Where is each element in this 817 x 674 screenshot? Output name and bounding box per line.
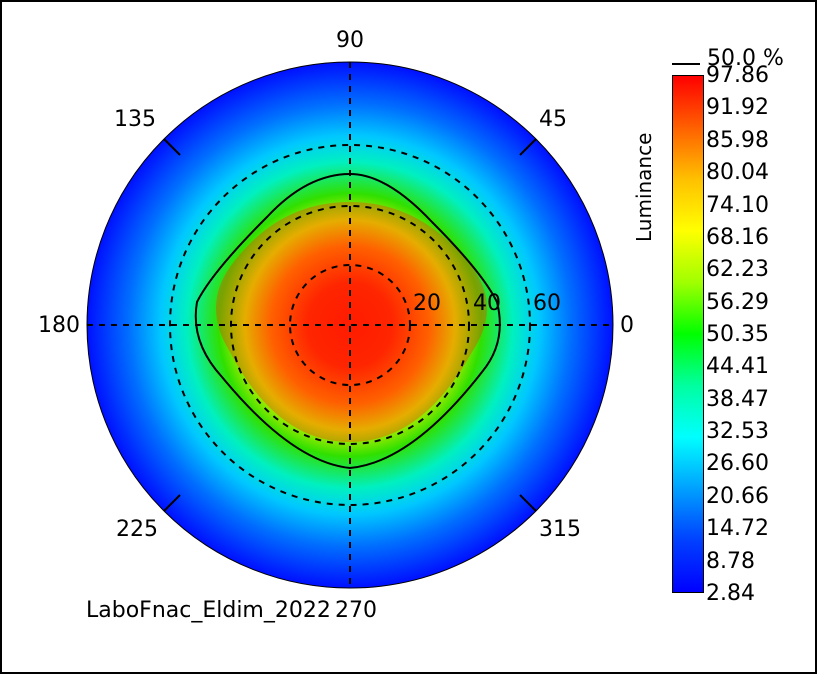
colorbar-tick-label: 50.35 <box>706 322 769 347</box>
contour-legend-line <box>672 63 700 65</box>
colorbar-tick-label: 8.78 <box>706 548 755 574</box>
angle-label-270: 270 <box>335 598 377 623</box>
angle-label-135: 135 <box>114 107 156 132</box>
colorbar-tick-label: 62.23 <box>706 257 769 283</box>
colorbar-tick-label: 26.60 <box>706 451 769 477</box>
contour-50pct <box>194 172 501 470</box>
grid-ring-60 <box>169 144 531 506</box>
angle-label-0: 0 <box>620 313 634 338</box>
colorbar-tick-label: 80.04 <box>706 160 769 186</box>
colorbar-tick-label: 44.41 <box>706 354 769 380</box>
hot-zone <box>216 202 487 442</box>
tick-45 <box>519 138 537 156</box>
colorbar-tick-label: 2.84 <box>706 581 755 606</box>
grid-ring-20 <box>289 264 411 386</box>
colorbar-label: Luminance <box>632 132 656 242</box>
colorbar-tick-label: 74.10 <box>706 192 769 218</box>
tick-225 <box>163 494 181 512</box>
colorbar-tick-label: 68.16 <box>706 224 769 250</box>
angle-label-225: 225 <box>116 517 158 542</box>
footer-caption: LaboFnac_Eldim_2022 <box>86 598 331 623</box>
tick-315 <box>519 494 537 512</box>
colorbar-tick-label: 20.66 <box>706 483 769 509</box>
colorbar-tick-label: 56.29 <box>706 289 769 315</box>
colorbar-tick-label: 97.86 <box>706 63 769 88</box>
colorbar-tick-label: 91.92 <box>706 95 769 121</box>
luminance-disc <box>87 62 613 588</box>
angle-label-90: 90 <box>336 28 364 53</box>
tick-135 <box>163 138 181 156</box>
contour-legend-label: 50.0 % <box>707 46 784 71</box>
colorbar-tick-label: 14.72 <box>706 516 769 542</box>
colorbar-tick-label: 85.98 <box>706 127 769 153</box>
colorbar-tick-label: 32.53 <box>706 419 769 445</box>
radial-tick-60: 60 <box>533 291 561 316</box>
disc-outline <box>86 61 614 589</box>
colorbar <box>672 75 704 593</box>
colorbar-tick-label: 38.47 <box>706 386 769 412</box>
angle-label-315: 315 <box>539 517 581 542</box>
radial-tick-40: 40 <box>473 291 501 316</box>
radial-tick-20: 20 <box>413 291 441 316</box>
angle-label-45: 45 <box>539 107 567 132</box>
polar-grid <box>87 62 613 588</box>
angle-label-180: 180 <box>38 313 80 338</box>
